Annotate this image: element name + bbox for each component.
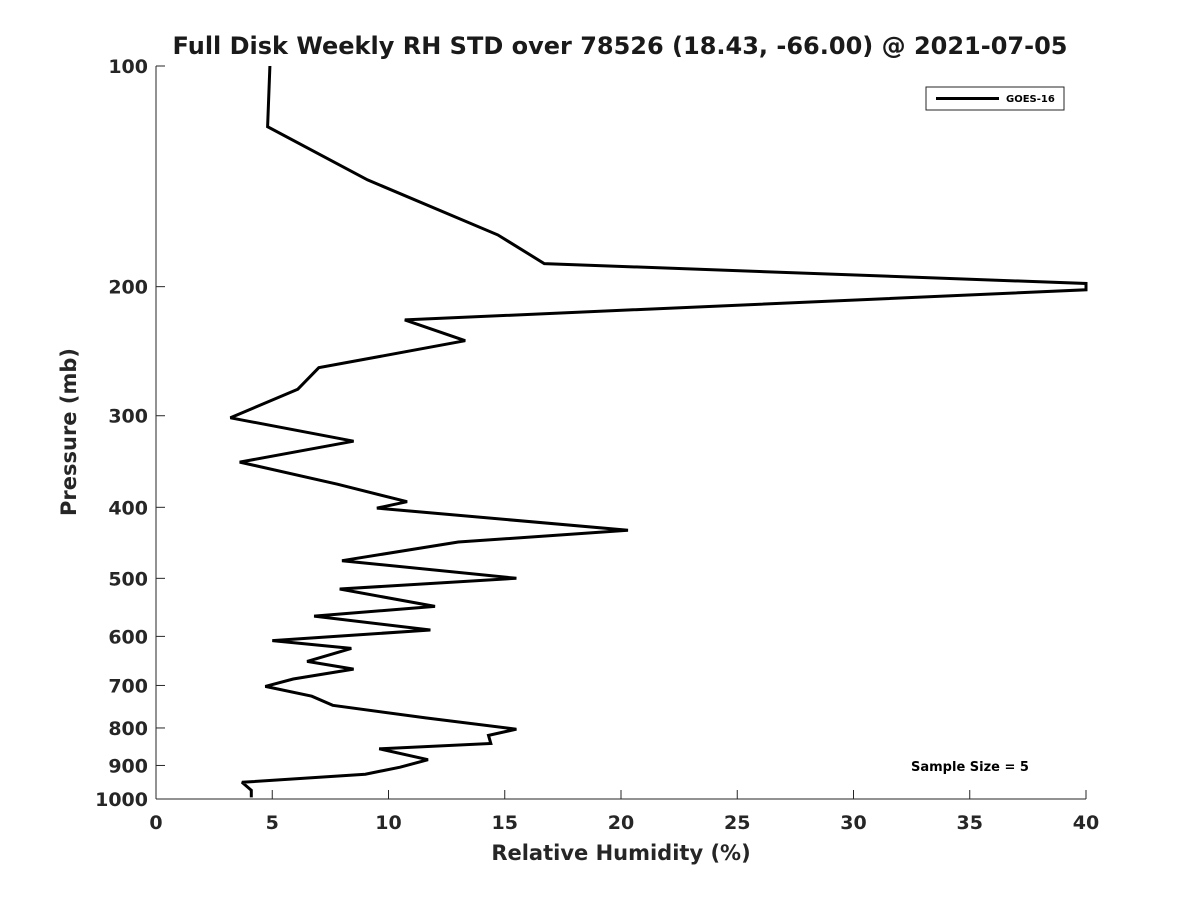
y-tick-label: 1000 <box>95 789 148 811</box>
x-tick-label: 20 <box>608 812 634 834</box>
x-tick-label: 25 <box>724 812 750 834</box>
y-tick-label: 800 <box>108 718 148 740</box>
y-tick-label: 100 <box>108 56 148 78</box>
series-layer <box>229 65 1088 798</box>
x-axis-label: Relative Humidity (%) <box>491 841 750 865</box>
x-tick-label: 30 <box>840 812 866 834</box>
chart-title: Full Disk Weekly RH STD over 78526 (18.4… <box>173 32 1068 60</box>
y-tick-label: 500 <box>108 568 148 590</box>
y-tick-label: 900 <box>108 755 148 777</box>
y-tick-label: 400 <box>108 497 148 519</box>
y-axis-ticks: 100 200 300 400 500 600 700 800 900 1000 <box>95 56 165 811</box>
x-tick-label: 10 <box>375 812 401 834</box>
y-tick-label: 700 <box>108 675 148 697</box>
x-tick-label: 40 <box>1073 812 1099 834</box>
x-tick-label: 5 <box>266 812 279 834</box>
legend: GOES-16 <box>925 86 1065 111</box>
x-tick-label: 35 <box>957 812 983 834</box>
x-tick-label: 15 <box>492 812 518 834</box>
y-tick-label: 600 <box>108 626 148 648</box>
x-tick-label: 0 <box>149 812 162 834</box>
legend-entry-goes-16: GOES-16 <box>1006 94 1055 105</box>
series-line-goes-16 <box>229 65 1088 798</box>
y-tick-label: 200 <box>108 277 148 299</box>
x-axis-ticks: 0 5 10 15 20 25 30 35 40 <box>149 790 1099 834</box>
y-tick-label: 300 <box>108 406 148 428</box>
sample-size-annotation: Sample Size = 5 <box>911 760 1029 775</box>
y-axis-label: Pressure (mb) <box>57 348 81 516</box>
